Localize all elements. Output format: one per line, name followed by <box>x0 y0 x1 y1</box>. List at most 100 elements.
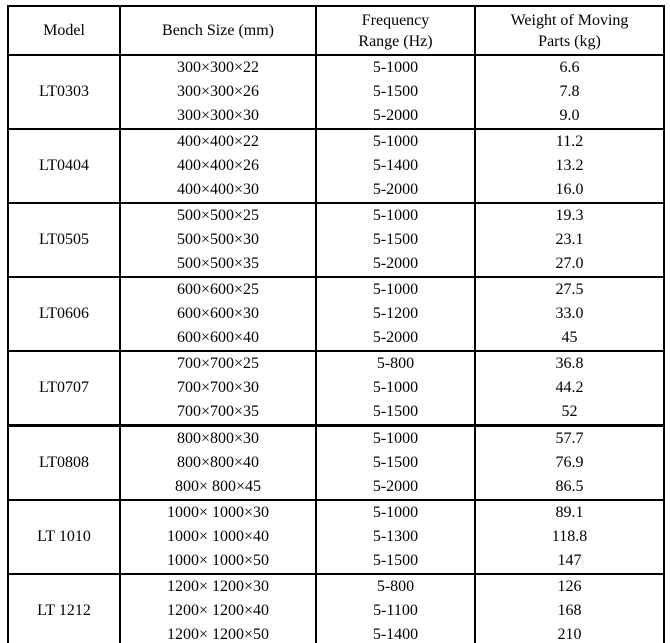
bench-size-cell: 700×700×25 <box>119 350 317 376</box>
bench-size-cell: 300×300×22 <box>119 54 317 80</box>
weight-cell: 19.3 <box>474 202 665 228</box>
frequency-cell: 5-1000 <box>315 128 476 154</box>
table-row: LT0808 800×800×30 5-1000 57.7 <box>7 424 665 500</box>
col-header-frequency: Frequency Range (Hz) <box>315 6 476 56</box>
col-header-weight: Weight of Moving Parts (kg) <box>474 6 665 56</box>
bench-size-cell: 1200× 1200×40 <box>119 599 317 623</box>
frequency-cell: 5-1500 <box>315 400 476 426</box>
weight-cell: 45 <box>474 326 665 351</box>
table-row: LT0404 400×400×22 5-1000 11.2 <box>7 128 665 203</box>
frequency-cell: 5-2000 <box>315 178 476 203</box>
weight-cell: 86.5 <box>474 475 665 500</box>
bench-size-cell: 800×800×30 <box>119 424 317 451</box>
frequency-cell: 5-1400 <box>315 623 476 643</box>
table-row: LT0606 600×600×25 5-1000 27.5 <box>7 276 665 351</box>
table-row: 400×400×26 5-1400 13.2 <box>8 154 665 178</box>
bench-size-cell: 700×700×35 <box>119 400 317 426</box>
weight-cell: 76.9 <box>474 451 665 475</box>
weight-cell: 7.8 <box>474 80 665 104</box>
table-row: LT0707 700×700×25 5-800 36.8 <box>7 350 665 426</box>
bench-size-cell: 800× 800×45 <box>119 475 317 500</box>
bench-size-cell: 500×500×25 <box>119 202 317 228</box>
frequency-cell: 5-1400 <box>315 154 476 178</box>
header-row: Model Bench Size (mm) Frequency Range (H… <box>7 6 665 56</box>
bench-size-cell: 1000× 1000×30 <box>119 499 317 525</box>
table-row: 800× 800×45 5-2000 86.5 <box>8 475 665 500</box>
col-header-model: Model <box>7 6 121 56</box>
bench-size-cell: 300×300×30 <box>119 104 317 129</box>
weight-cell: 9.0 <box>474 104 665 129</box>
model-cell: LT 1212 <box>7 573 121 643</box>
bench-size-cell: 800×800×40 <box>119 451 317 475</box>
frequency-cell: 5-1500 <box>315 80 476 104</box>
frequency-cell: 5-1000 <box>315 54 476 80</box>
model-cell: LT0606 <box>7 276 121 351</box>
table-row: 1200× 1200×40 5-1100 168 <box>8 599 665 623</box>
weight-cell: 27.5 <box>474 276 665 302</box>
model-cell: LT0303 <box>7 54 121 129</box>
bench-size-cell: 400×400×26 <box>119 154 317 178</box>
weight-cell: 89.1 <box>474 499 665 525</box>
spec-table-header: Model Bench Size (mm) Frequency Range (H… <box>7 6 665 56</box>
table-row: LT0303 300×300×22 5-1000 6.6 <box>7 54 665 129</box>
weight-cell: 44.2 <box>474 376 665 400</box>
bench-size-cell: 600×600×40 <box>119 326 317 351</box>
table-row: 1200× 1200×50 5-1400 210 <box>8 623 665 643</box>
weight-cell: 23.1 <box>474 228 665 252</box>
frequency-cell: 5-800 <box>315 573 476 599</box>
weight-cell: 126 <box>474 573 665 599</box>
table-row: 300×300×26 5-1500 7.8 <box>8 80 665 104</box>
frequency-cell: 5-1000 <box>315 202 476 228</box>
frequency-cell: 5-1500 <box>315 549 476 574</box>
frequency-cell: 5-1000 <box>315 499 476 525</box>
model-cell: LT0505 <box>7 202 121 277</box>
table-row: 300×300×30 5-2000 9.0 <box>8 104 665 129</box>
table-row: 500×500×35 5-2000 27.0 <box>8 252 665 277</box>
frequency-cell: 5-1000 <box>315 276 476 302</box>
table-row: 500×500×30 5-1500 23.1 <box>8 228 665 252</box>
frequency-cell: 5-1500 <box>315 451 476 475</box>
weight-cell: 210 <box>474 623 665 643</box>
frequency-cell: 5-1300 <box>315 525 476 549</box>
frequency-cell: 5-1000 <box>315 424 476 451</box>
table-row: 800×800×40 5-1500 76.9 <box>8 451 665 475</box>
table-row: 600×600×40 5-2000 45 <box>8 326 665 351</box>
bench-size-cell: 500×500×30 <box>119 228 317 252</box>
table-row: LT 1010 1000× 1000×30 5-1000 89.1 <box>7 499 665 574</box>
bench-size-cell: 1200× 1200×30 <box>119 573 317 599</box>
weight-cell: 13.2 <box>474 154 665 178</box>
weight-cell: 6.6 <box>474 54 665 80</box>
bench-size-cell: 400×400×22 <box>119 128 317 154</box>
frequency-cell: 5-1000 <box>315 376 476 400</box>
frequency-cell: 5-1200 <box>315 302 476 326</box>
bench-size-cell: 300×300×26 <box>119 80 317 104</box>
bench-size-cell: 500×500×35 <box>119 252 317 277</box>
table-row: LT 1212 1200× 1200×30 5-800 126 <box>7 573 665 643</box>
spec-table: Model Bench Size (mm) Frequency Range (H… <box>7 5 665 643</box>
table-row: 700×700×30 5-1000 44.2 <box>8 376 665 400</box>
weight-cell: 118.8 <box>474 525 665 549</box>
weight-cell: 57.7 <box>474 424 665 451</box>
table-row: 600×600×30 5-1200 33.0 <box>8 302 665 326</box>
frequency-cell: 5-2000 <box>315 104 476 129</box>
model-cell: LT0404 <box>7 128 121 203</box>
bench-size-cell: 600×600×25 <box>119 276 317 302</box>
weight-cell: 16.0 <box>474 178 665 203</box>
frequency-cell: 5-800 <box>315 350 476 376</box>
model-cell: LT0808 <box>7 424 121 500</box>
table-row: 400×400×30 5-2000 16.0 <box>8 178 665 203</box>
bench-size-cell: 700×700×30 <box>119 376 317 400</box>
weight-cell: 168 <box>474 599 665 623</box>
frequency-cell: 5-2000 <box>315 252 476 277</box>
frequency-cell: 5-1500 <box>315 228 476 252</box>
frequency-cell: 5-1100 <box>315 599 476 623</box>
bench-size-cell: 600×600×30 <box>119 302 317 326</box>
col-header-bench-size: Bench Size (mm) <box>119 6 317 56</box>
table-row: 700×700×35 5-1500 52 <box>8 400 665 426</box>
weight-cell: 27.0 <box>474 252 665 277</box>
weight-cell: 52 <box>474 400 665 426</box>
bench-size-cell: 1200× 1200×50 <box>119 623 317 643</box>
bench-size-cell: 1000× 1000×50 <box>119 549 317 574</box>
bench-size-cell: 1000× 1000×40 <box>119 525 317 549</box>
